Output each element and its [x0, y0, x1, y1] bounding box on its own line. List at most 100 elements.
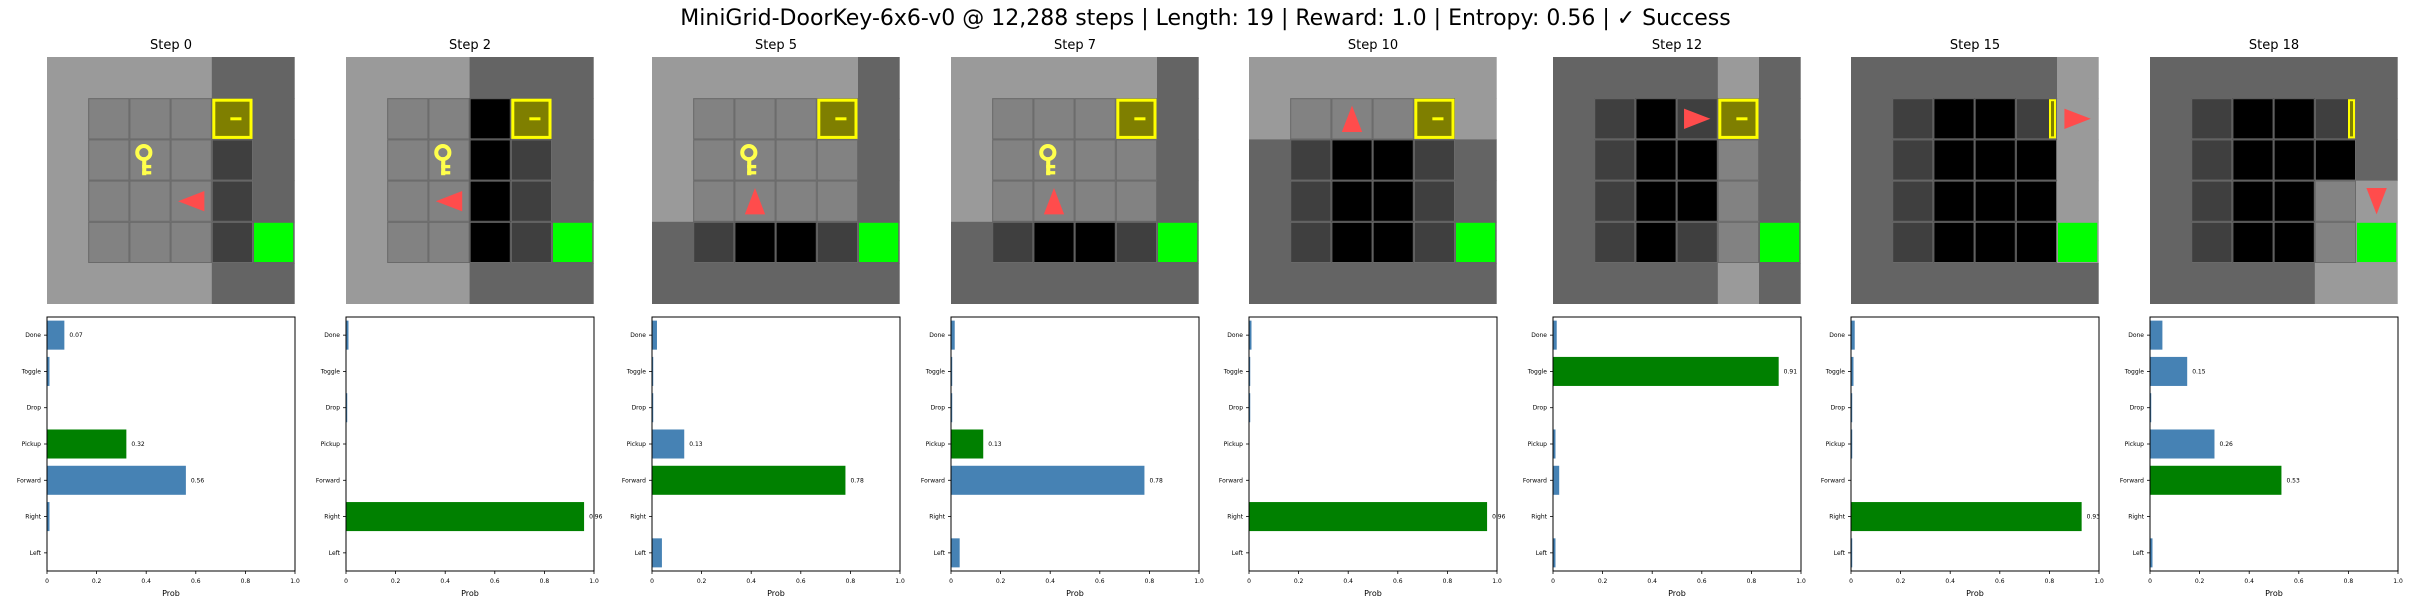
wall-cell: [1933, 263, 1976, 304]
floor-cell: [992, 221, 1034, 264]
wall-cell: [1553, 263, 1595, 304]
x-tick-label: 1.0: [290, 578, 300, 585]
floor-cell: [428, 98, 471, 140]
floor-cell: [1892, 221, 1934, 264]
goal-square-icon: [859, 222, 899, 262]
wall-cell: [1033, 263, 1076, 304]
wall-cell: [2057, 263, 2099, 304]
floor-cell: [469, 98, 512, 140]
bar-done: [47, 320, 65, 350]
grid-observation: [346, 57, 594, 304]
wall-cell: [858, 98, 900, 140]
bar-right: [346, 502, 585, 532]
category-tick-label: Toggle: [1825, 368, 1846, 375]
floor-cell: [1594, 139, 1636, 182]
floor-cell: [2191, 98, 2233, 140]
wall-cell: [346, 221, 388, 264]
category-tick-label: Done: [1829, 332, 1845, 339]
floor-cell: [2314, 139, 2357, 182]
category-tick-label: Drop: [2130, 405, 2145, 412]
x-axis-label: Prob: [1966, 589, 1984, 598]
bar-forward: [951, 465, 1145, 495]
plot-frame: [1248, 316, 1498, 572]
bar-done: [652, 320, 657, 350]
floor-cell: [1413, 221, 1456, 264]
category-tick-label: Right: [630, 514, 646, 521]
wall-cell: [2232, 263, 2275, 304]
floor-cell: [2232, 139, 2275, 182]
wall-cell: [951, 263, 993, 304]
floor-cell: [387, 180, 429, 223]
x-tick-label: 0.2: [391, 578, 401, 585]
category-tick-label: Left: [1232, 550, 1244, 557]
bar-pickup: [951, 429, 984, 459]
wall-cell: [652, 221, 694, 264]
wall-cell: [346, 139, 388, 182]
x-tick-label: 0.8: [2045, 578, 2055, 585]
category-tick-label: Right: [929, 514, 945, 521]
bar-drop: [1249, 393, 1251, 423]
category-tick-label: Pickup: [22, 441, 42, 448]
triangle-agent-icon: [178, 191, 205, 212]
x-tick-label: 0.2: [1896, 578, 1906, 585]
wall-cell: [1249, 180, 1291, 223]
x-tick-label: 0.8: [846, 578, 856, 585]
wall-cell: [1717, 263, 1760, 304]
floor-cell: [88, 139, 130, 182]
floor-cell: [469, 180, 512, 223]
plot-frame: [950, 316, 1200, 572]
grid-svg: [652, 57, 900, 304]
wall-cell: [2191, 263, 2233, 304]
wall-cell: [1157, 263, 1199, 304]
category-tick-label: Forward: [622, 477, 646, 484]
wall-cell: [652, 57, 694, 99]
wall-cell: [211, 263, 254, 304]
wall-cell: [1851, 221, 1893, 264]
wall-cell: [858, 57, 900, 99]
x-tick-label: 0.4: [1945, 578, 1955, 585]
wall-cell: [1331, 57, 1374, 99]
goal-square-icon: [1456, 222, 1496, 262]
wall-cell: [510, 57, 553, 99]
wall-cell: [2015, 263, 2058, 304]
value-label: 0.07: [69, 332, 83, 339]
x-tick-label: 1.0: [895, 578, 905, 585]
floor-cell: [2314, 180, 2357, 223]
x-tick-label: 1.0: [1194, 578, 1204, 585]
category-tick-label: Pickup: [321, 441, 341, 448]
x-tick-label: 0.6: [2294, 578, 2304, 585]
x-tick-label: 0.4: [141, 578, 151, 585]
x-tick-label: 0: [1551, 578, 1555, 585]
wall-cell: [2150, 98, 2192, 140]
x-tick-label: 0.2: [1598, 578, 1608, 585]
floor-cell: [2232, 180, 2275, 223]
category-tick-label: Left: [1834, 550, 1846, 557]
wall-cell: [1851, 57, 1893, 99]
step-panel: Step 15 Left Right 0.93 Forward Pickup Drop Tog…: [1821, 0, 2104, 611]
wall-cell: [1157, 98, 1199, 140]
wall-cell: [652, 180, 694, 223]
wall-cell: [1553, 139, 1595, 182]
floor-cell: [1892, 139, 1934, 182]
wall-cell: [253, 180, 295, 223]
wall-cell: [1974, 57, 2017, 99]
x-tick-label: 0.8: [1747, 578, 1757, 585]
grid-svg: [1553, 57, 1801, 304]
wall-cell: [346, 57, 388, 99]
floor-cell: [693, 221, 735, 264]
chart-svg: Left Right 0.96 Forward Pickup Drop Toggle Done…: [1219, 316, 1506, 598]
figure-title: MiniGrid-DoorKey-6x6-v0 @ 12,288 steps |…: [680, 6, 1731, 31]
floor-cell: [992, 98, 1034, 140]
wall-cell: [1892, 263, 1934, 304]
step-title: Step 2: [448, 38, 491, 53]
category-tick-label: Toggle: [1223, 368, 1244, 375]
floor-cell: [1594, 98, 1636, 140]
chart-svg: Left Right Forward Pickup Drop Toggle 0.91 Done…: [1523, 316, 1806, 598]
wall-cell: [1553, 221, 1595, 264]
plot-frame: [1850, 316, 2100, 572]
grid-observation: [1553, 57, 1801, 304]
x-tick-label: 0.8: [1145, 578, 1155, 585]
wall-cell: [1455, 139, 1497, 182]
x-tick-label: 0.4: [746, 578, 756, 585]
floor-cell: [510, 221, 553, 264]
